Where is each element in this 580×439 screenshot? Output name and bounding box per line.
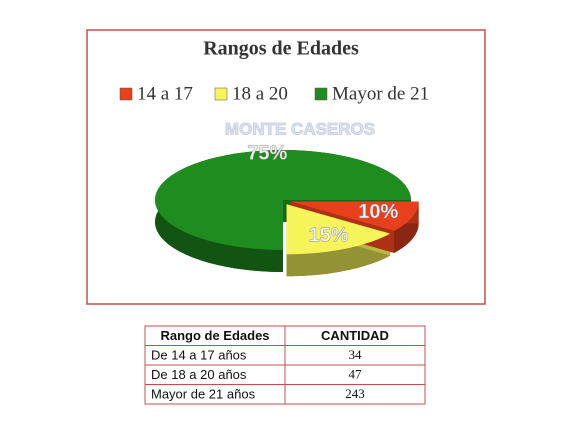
table-text: De 14 a 17 años	[151, 348, 247, 363]
table-header: CANTIDAD	[321, 328, 389, 343]
legend: 14 a 17 18 a 20 Mayor de 21	[119, 83, 429, 104]
table-cell	[284, 384, 426, 405]
legend-swatch	[314, 87, 328, 101]
data-label: 75%	[247, 142, 287, 164]
data-label: 10%	[358, 201, 398, 223]
table: Rango de Edades CANTIDAD De 14 a 17 años 34…	[144, 325, 426, 405]
table-header: Rango de Edades	[160, 328, 269, 343]
table-text: 47	[349, 367, 363, 382]
chart-title: Rangos de Edades	[203, 38, 359, 60]
legend-label: 14 a 17	[137, 83, 193, 104]
table-text: De 18 a 20 años	[151, 367, 247, 382]
pie: 10% 15% 75%	[155, 142, 419, 277]
table-text: 34	[349, 347, 363, 362]
legend-swatch	[119, 87, 133, 101]
pie-slice	[290, 201, 419, 231]
pie-slice-side	[394, 201, 419, 253]
legend-swatch	[214, 87, 228, 101]
watermark: MONTE CASEROS	[225, 119, 375, 138]
data-label: 15%	[308, 225, 348, 247]
pie-slice	[286, 204, 391, 255]
legend-label: Mayor de 21	[332, 83, 429, 104]
legend-label: 18 a 20	[232, 83, 288, 104]
table-text: Mayor de 21 años	[151, 387, 256, 402]
pie-slice	[155, 150, 411, 250]
table-text: 243	[345, 386, 365, 401]
